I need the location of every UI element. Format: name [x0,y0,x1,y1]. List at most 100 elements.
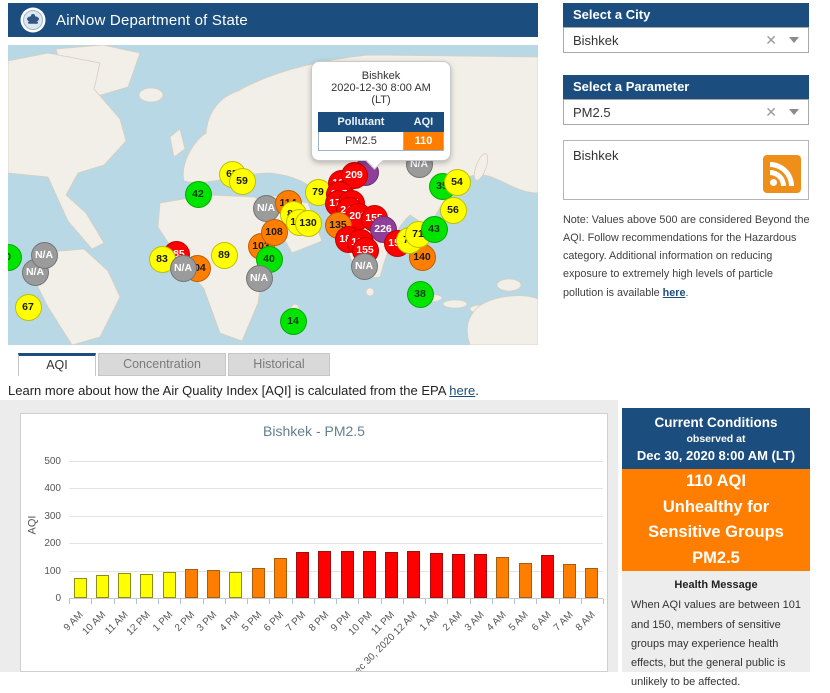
popup-timezone: (LT) [318,94,444,106]
app-title: AirNow Department of State [56,12,248,29]
tab-concentration[interactable]: Concentration [98,353,226,376]
map-popup: Bishkek 2020-12-30 8:00 AM (LT) Pollutan… [311,61,451,161]
x-tick-mark [180,599,181,604]
rss-box: Bishkek [563,140,809,200]
tab-aqi[interactable]: AQI [18,353,96,376]
note-here-link[interactable]: here [663,287,686,299]
world-map[interactable]: 655942N/A10340N/A8918583104N/A67N/AN/A01… [8,45,538,345]
rss-city-label: Bishkek [573,148,619,163]
map-marker[interactable]: 56 [440,197,467,224]
x-tick-mark [203,599,204,604]
popup-datetime: 2020-12-30 8:00 AM [318,82,444,94]
map-marker[interactable]: N/A [170,255,197,282]
y-tick-label: 500 [21,456,61,467]
map-marker[interactable]: 59 [229,168,256,195]
cc-aqi-block: 110 AQI Unhealthy for Sensitive Groups P… [622,469,810,571]
popup-pollutant-header: Pollutant [319,113,404,132]
city-clear-icon[interactable]: ✕ [765,32,777,49]
map-marker[interactable]: 42 [185,181,212,208]
y-tick-label: 100 [21,566,61,577]
tab-historical[interactable]: Historical [228,353,330,376]
aqi-bar [252,568,265,598]
aqi-bar [341,551,354,598]
map-marker[interactable]: 14 [280,308,307,335]
map-marker[interactable]: N/A [246,265,273,292]
y-tick-label: 0 [21,593,61,604]
x-tick-mark [247,599,248,604]
cc-aqi-category: Unhealthy for Sensitive Groups [628,495,804,546]
map-marker[interactable]: 67 [15,294,42,321]
learn-more-period: . [475,383,479,398]
gridline [69,461,603,462]
x-tick-mark [559,599,560,604]
aqi-bar [229,572,242,598]
aqi-bar [318,551,331,598]
map-marker[interactable]: 130 [295,210,322,237]
aqi-bar [474,554,487,598]
y-tick-label: 300 [21,511,61,522]
map-marker[interactable]: 89 [211,242,238,269]
plot-area [69,461,603,599]
popup-aqi-value: 110 [403,132,443,151]
map-marker[interactable]: 54 [444,169,471,196]
aqi-bar [563,564,576,598]
note-period: . [685,287,688,299]
aqi-bar [296,552,309,598]
city-select[interactable]: Bishkek ✕ [563,27,809,53]
map-marker[interactable]: N/A [31,242,58,269]
x-tick-mark [603,599,604,604]
aqi-bar [363,551,376,598]
parameter-caret-icon[interactable] [789,109,799,115]
x-tick-mark [381,599,382,604]
cc-aqi-pollutant: PM2.5 [628,546,804,572]
map-marker[interactable]: N/A [351,253,378,280]
x-tick-mark [158,599,159,604]
y-tick-label: 200 [21,538,61,549]
cc-subtitle: observed at [626,433,806,445]
popup-table: Pollutant AQI PM2.5 110 [318,112,444,151]
learn-more-here-link[interactable]: here [449,383,475,398]
chart-title: Bishkek - PM2.5 [21,423,607,439]
x-tick-mark [114,599,115,604]
gridline [69,543,603,544]
learn-more-text: Learn more about how the Air Quality Ind… [8,383,479,398]
aqi-bar [541,555,554,598]
aqi-chart: Bishkek - PM2.5 AQI 0100200300400500 9 A… [20,413,608,672]
x-tick-mark [269,599,270,604]
x-tick-mark [91,599,92,604]
cc-health-text: When AQI values are between 101 and 150,… [631,596,801,692]
cc-aqi-value: 110 AQI [628,469,804,495]
aqi-bar [207,570,220,598]
dos-seal-icon [20,7,46,33]
gridline [69,516,603,517]
city-caret-icon[interactable] [789,37,799,43]
popup-pollutant-value: PM2.5 [319,132,404,151]
x-tick-mark [358,599,359,604]
x-tick-mark [336,599,337,604]
aqi-bar [74,578,87,598]
rss-icon[interactable] [763,155,801,193]
beyond-aqi-note: Note: Values above 500 are considered Be… [563,211,811,302]
city-select-value: Bishkek [573,33,765,48]
map-marker[interactable]: 38 [407,281,434,308]
parameter-clear-icon[interactable]: ✕ [765,104,777,121]
aqi-bar [452,554,465,598]
aqi-bar [140,574,153,598]
select-parameter-header: Select a Parameter [563,75,809,99]
aqi-bar [163,572,176,598]
aqi-bar [430,553,443,598]
popup-aqi-header: AQI [403,113,443,132]
x-tick-mark [292,599,293,604]
aqi-bar [185,569,198,598]
x-tick-mark [447,599,448,604]
map-marker[interactable]: 108 [261,219,288,246]
x-tick-mark [492,599,493,604]
x-tick-mark [314,599,315,604]
aqi-bar [274,558,287,598]
x-tick-mark [581,599,582,604]
x-tick-mark [470,599,471,604]
gridline [69,488,603,489]
y-tick-label: 400 [21,483,61,494]
parameter-select[interactable]: PM2.5 ✕ [563,99,809,125]
select-city-header: Select a City [563,3,809,27]
